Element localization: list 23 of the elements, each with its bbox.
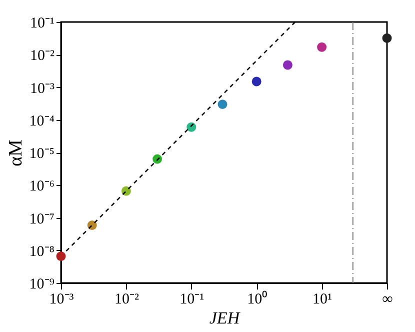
y-tick-label: 10⁻⁸ [29, 244, 54, 260]
y-tick-label: 10⁻⁹ [29, 276, 54, 292]
point [56, 252, 66, 261]
y-tick-label: 10⁻³ [30, 80, 55, 97]
y-tick-label: 10⁻⁶ [29, 178, 54, 195]
point [317, 42, 327, 52]
x-tick-label: 10⁻³ [49, 292, 74, 308]
x-tick-label: 10⁰ [247, 290, 268, 308]
x-tick-label: 10⁻¹ [180, 292, 204, 308]
y-tick-label: 10⁻¹ [30, 16, 54, 32]
y-axis-title: αM [5, 139, 26, 166]
y-tick-label: 10⁻² [30, 48, 55, 64]
y-tick-label: 10⁻⁴ [29, 113, 54, 130]
x-axis-title: JEH [209, 308, 242, 328]
point [252, 76, 262, 86]
x-tick-label: 10⁻² [114, 292, 140, 308]
y-tick-label: 10⁻⁵ [29, 146, 54, 162]
point [282, 60, 292, 70]
x-tick-label: ∞ [382, 292, 394, 308]
y-tick-label: 10⁻⁷ [29, 211, 54, 228]
point [152, 154, 162, 164]
x-tick-label: 10¹ [312, 292, 332, 308]
point [218, 100, 228, 110]
